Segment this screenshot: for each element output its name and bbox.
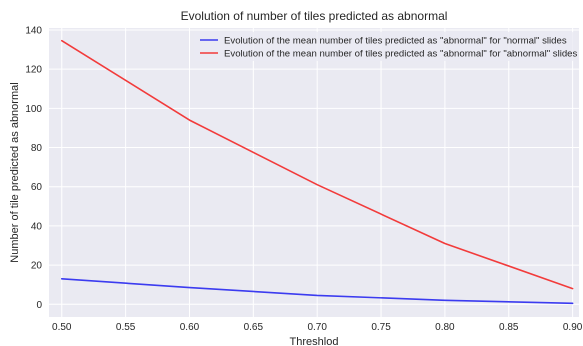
y-tick-label: 60 [31,182,43,193]
chart-title: Evolution of number of tiles predicted a… [181,9,448,23]
y-tick-label: 0 [36,300,42,311]
y-tick-label: 80 [31,143,43,154]
legend-label-1: Evolution of the mean number of tiles pr… [224,35,567,46]
y-tick-label: 40 [31,221,43,232]
series-line-2 [60,39,574,290]
x-tick-label: 0.65 [244,322,264,333]
series-lines [60,39,574,305]
y-tick-label: 20 [31,261,43,272]
x-tick-label: 0.85 [499,322,519,333]
y-tick-label: 100 [25,104,42,115]
legend: Evolution of the mean number of tiles pr… [194,32,578,61]
y-axis-label: Number of tile predicted as abnormal [9,82,21,262]
plot-background [49,28,579,317]
x-axis-label: Threshlod [290,336,339,346]
x-tick-label: 0.80 [435,322,455,333]
grid-lines [49,28,579,317]
series-line-1 [60,277,574,305]
y-axis-ticks: 0 20 40 60 80 100 120 140 [25,25,42,310]
x-axis-ticks: 0.50 0.55 0.60 0.65 0.70 0.75 0.80 0.85 0.90 [52,322,583,333]
x-tick-label: 0.55 [116,322,136,333]
x-tick-label: 0.70 [307,322,327,333]
plot-area [49,28,579,317]
x-tick-label: 0.60 [180,322,200,333]
legend-label-2: Evolution of the mean number of tiles pr… [224,48,578,59]
legend-box [194,32,575,61]
y-tick-label: 120 [25,65,42,76]
x-tick-label: 0.90 [563,322,583,333]
x-tick-label: 0.75 [371,322,391,333]
x-tick-label: 0.50 [52,322,72,333]
y-tick-label: 140 [25,25,42,36]
